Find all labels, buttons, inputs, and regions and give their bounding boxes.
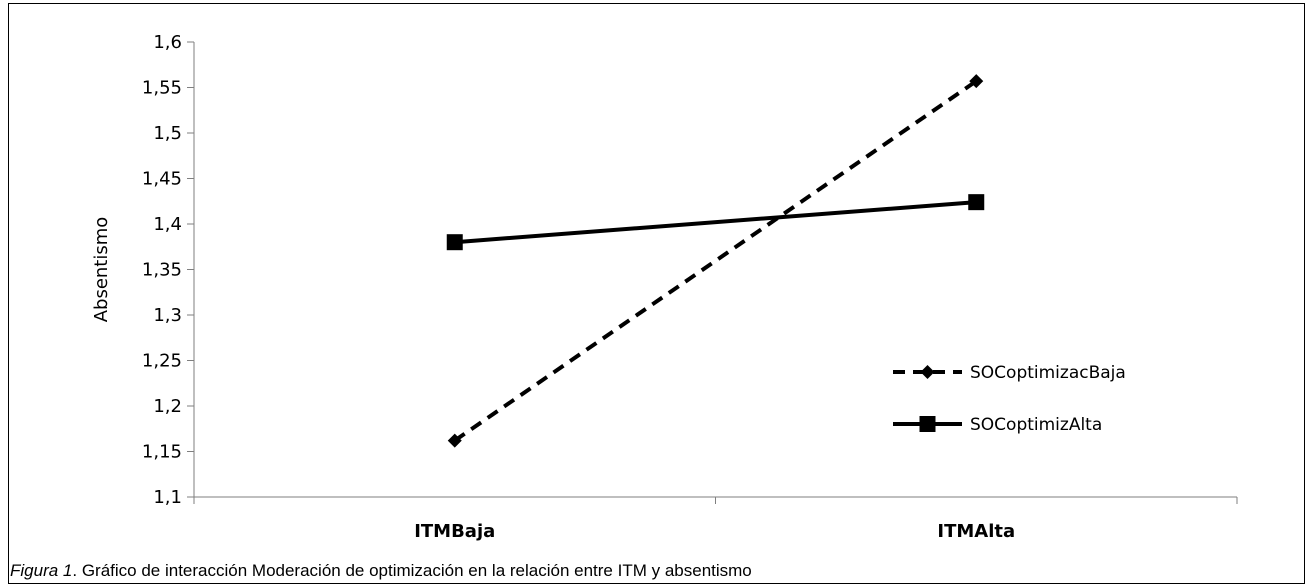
- y-axis: 1,1 1,15 1,2 1,25 1,3 1,35 1,4 1,45 1,5 1,55 1,6: [142, 32, 194, 508]
- y-tick-label: 1,35: [142, 260, 182, 281]
- legend-marker: [921, 365, 935, 379]
- series-line: [455, 81, 977, 440]
- x-axis: ITMBaja ITMAlta: [194, 497, 1237, 542]
- y-axis-title: Absentismo: [91, 217, 112, 323]
- data-point: [447, 234, 463, 250]
- legend-label: SOCoptimizacBaja: [970, 363, 1126, 383]
- legend: SOCoptimizacBaja SOCoptimizAlta: [893, 363, 1126, 435]
- series-SOCoptimizAlta: [447, 194, 985, 250]
- legend-item: SOCoptimizacBaja: [893, 363, 1126, 383]
- series-layer: [447, 74, 985, 447]
- figure-caption: Figura 1. Gráfico de interacción Moderac…: [10, 561, 752, 581]
- x-category-label: ITMBaja: [414, 521, 495, 542]
- figure-label: Figura 1: [10, 561, 72, 580]
- y-tick-label: 1,45: [142, 169, 182, 190]
- y-tick-label: 1,3: [153, 305, 182, 326]
- y-tick-label: 1,55: [142, 78, 182, 99]
- legend-marker: [920, 416, 936, 432]
- y-tick-label: 1,6: [153, 32, 182, 53]
- series-line: [455, 202, 977, 242]
- x-category-label: ITMAlta: [937, 521, 1015, 542]
- legend-item: SOCoptimizAlta: [893, 415, 1102, 435]
- caption-text: . Gráfico de interacción Moderación de o…: [72, 561, 751, 580]
- y-tick-label: 1,15: [142, 442, 182, 463]
- y-tick-label: 1,2: [153, 396, 182, 417]
- y-tick-label: 1,1: [153, 487, 182, 508]
- series-SOCoptimizacBaja: [448, 74, 984, 447]
- y-tick-label: 1,5: [153, 123, 182, 144]
- y-tick-label: 1,4: [153, 214, 182, 235]
- data-point: [968, 194, 984, 210]
- y-tick-label: 1,25: [142, 351, 182, 372]
- legend-label: SOCoptimizAlta: [970, 415, 1102, 435]
